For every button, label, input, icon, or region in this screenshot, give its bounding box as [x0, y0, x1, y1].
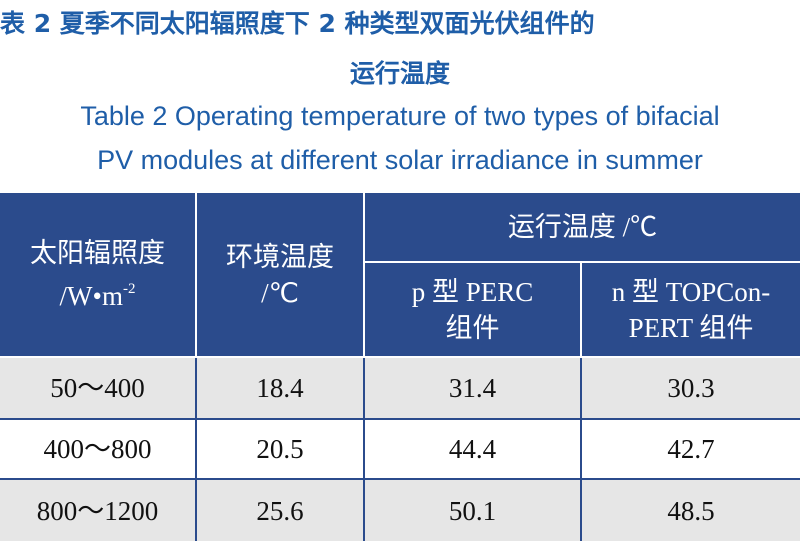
header-text: 环境温度	[226, 241, 334, 272]
table-cell: 50.1	[365, 480, 582, 541]
unit-text: /W•m	[59, 281, 123, 311]
table-cell: 50～400	[0, 358, 197, 420]
table-cell: 30.3	[582, 358, 800, 420]
header-text: PERT 组件	[628, 312, 754, 343]
header-cell: 太阳辐照度 /W•m-2	[0, 193, 197, 358]
header-cell: 运行温度 /℃	[365, 193, 800, 263]
title-zh-1: 表 2 夏季不同太阳辐照度下 2 种类型双面光伏组件的	[0, 9, 595, 38]
table-cell: 31.4	[365, 358, 582, 420]
table-cell: 42.7	[582, 420, 800, 480]
header-unit: /℃	[261, 277, 299, 308]
title-en-2: PV modules at different solar irradiance…	[97, 145, 703, 175]
header-text: 运行温度 /℃	[507, 212, 658, 242]
title-zh-2: 运行温度	[349, 59, 450, 88]
table-cell: 25.6	[197, 480, 365, 541]
title-en-1: Table 2 Operating temperature of two typ…	[80, 101, 720, 131]
table-cell: 800～1200	[0, 480, 197, 541]
header-text: 太阳辐照度	[30, 238, 165, 268]
header-text: p 型 PERC	[411, 276, 534, 307]
unit-exponent: -2	[122, 281, 136, 297]
table-cell: 400～800	[0, 420, 197, 480]
header-text: n 型 TOPCon-	[611, 276, 771, 307]
header-text: 组件	[445, 312, 500, 343]
table-cell: 48.5	[582, 480, 800, 541]
table-cell: 44.4	[365, 420, 582, 480]
header-unit: /W•m-2	[60, 271, 136, 314]
header-cell: n 型 TOPCon- PERT 组件	[582, 263, 800, 358]
table-cell: 20.5	[197, 420, 365, 480]
table-cell: 18.4	[197, 358, 365, 420]
header-cell: p 型 PERC 组件	[365, 263, 582, 358]
header-cell: 环境温度 /℃	[197, 193, 365, 358]
